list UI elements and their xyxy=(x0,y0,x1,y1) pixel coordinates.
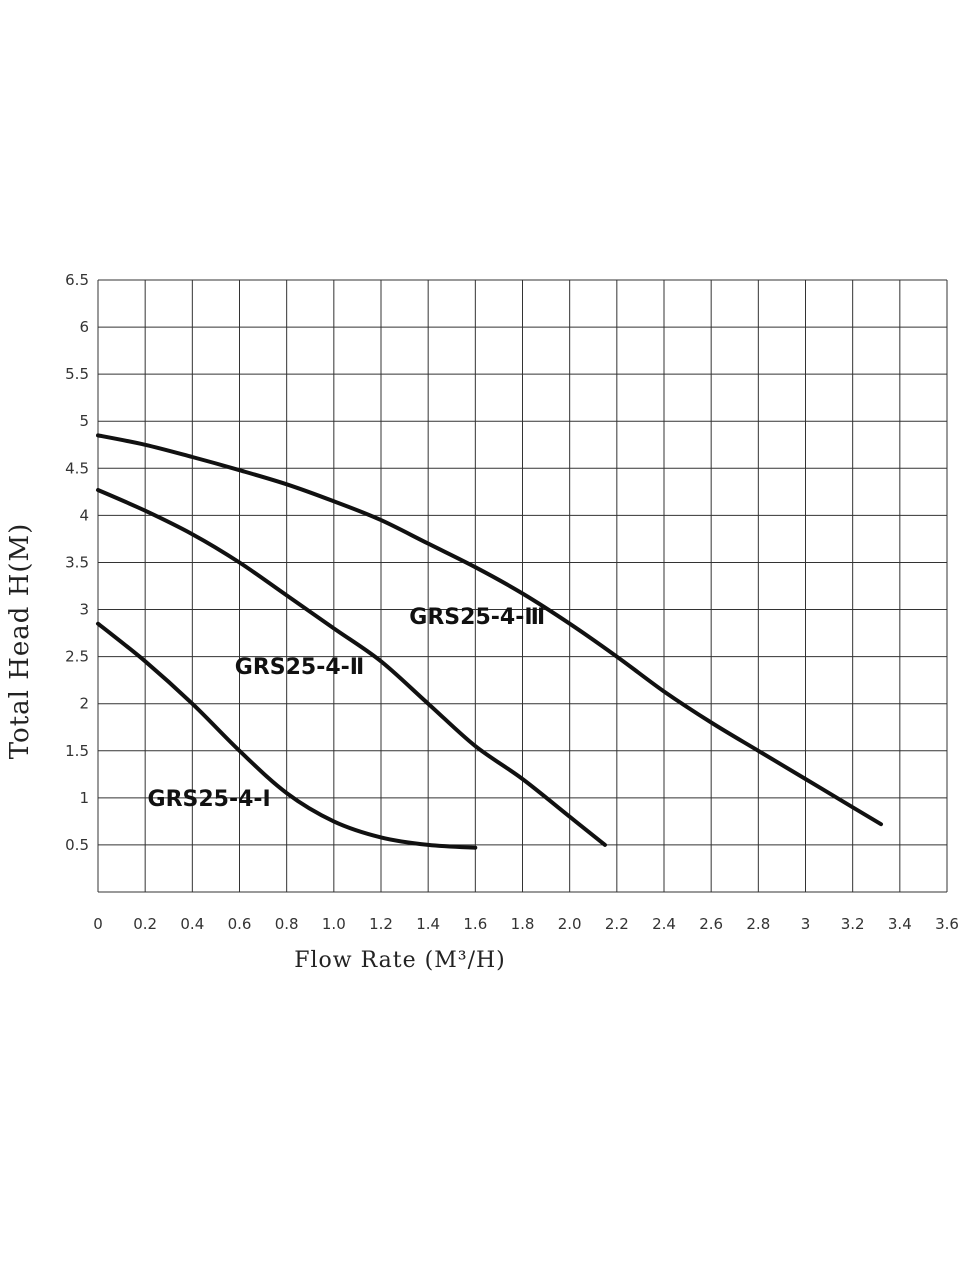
x-tick-label: 0.6 xyxy=(228,915,252,933)
y-tick-label: 0.5 xyxy=(65,836,89,854)
y-tick-label: 5 xyxy=(79,412,89,430)
x-tick-label: 1.0 xyxy=(322,915,346,933)
x-tick-label: 1.8 xyxy=(511,915,535,933)
grid-lines xyxy=(97,279,948,893)
x-tick-label: 3 xyxy=(801,915,811,933)
y-tick-label: 4.5 xyxy=(65,459,89,477)
x-tick-label: 3.4 xyxy=(888,915,912,933)
y-tick-label: 3.5 xyxy=(65,553,89,571)
x-tick-label: 0.2 xyxy=(133,915,157,933)
x-tick-label: 2.8 xyxy=(746,915,770,933)
series-line xyxy=(96,488,607,847)
series-line xyxy=(96,621,478,850)
x-axis-ticks: 0 0.2 0.4 0.6 0.8 1.0 1.2 1.4 1.6 1.8 2.0 2.2 2.4 2.6… xyxy=(93,915,959,933)
y-axis-ticks: 0.5 1 1.5 2 2.5 3 3.5 4 4.5 5 5.5 6 6.5 xyxy=(65,271,89,854)
series-label: GRS25-4-Ⅲ xyxy=(409,605,545,630)
x-tick-label: 3.2 xyxy=(841,915,865,933)
y-tick-label: 2 xyxy=(79,695,89,713)
y-tick-label: 1 xyxy=(79,789,89,807)
x-tick-label: 1.6 xyxy=(463,915,487,933)
x-tick-label: 0.4 xyxy=(180,915,204,933)
y-tick-label: 6 xyxy=(79,318,89,336)
series-label: GRS25-4-Ⅰ xyxy=(148,787,271,812)
x-tick-label: 0 xyxy=(93,915,103,933)
y-tick-label: 3 xyxy=(79,601,89,619)
x-tick-label: 3.6 xyxy=(935,915,959,933)
x-tick-label: 2.0 xyxy=(558,915,582,933)
x-tick-label: 2.2 xyxy=(605,915,629,933)
y-tick-label: 1.5 xyxy=(65,742,89,760)
y-tick-label: 5.5 xyxy=(65,365,89,383)
x-tick-label: 1.4 xyxy=(416,915,440,933)
series-labels: GRS25-4-Ⅲ GRS25-4-Ⅱ GRS25-4-Ⅰ xyxy=(148,605,546,812)
series-line xyxy=(96,433,883,827)
y-axis-label: Total Head H(M) xyxy=(5,523,35,760)
x-tick-label: 2.4 xyxy=(652,915,676,933)
x-tick-label: 1.2 xyxy=(369,915,393,933)
x-tick-label: 0.8 xyxy=(275,915,299,933)
y-tick-label: 2.5 xyxy=(65,648,89,666)
x-tick-label: 2.6 xyxy=(699,915,723,933)
y-tick-label: 4 xyxy=(79,506,89,524)
series-lines xyxy=(96,433,883,850)
series-label: GRS25-4-Ⅱ xyxy=(235,655,365,680)
y-tick-label: 6.5 xyxy=(65,271,89,289)
x-axis-label: Flow Rate (M³/H) xyxy=(294,948,506,973)
